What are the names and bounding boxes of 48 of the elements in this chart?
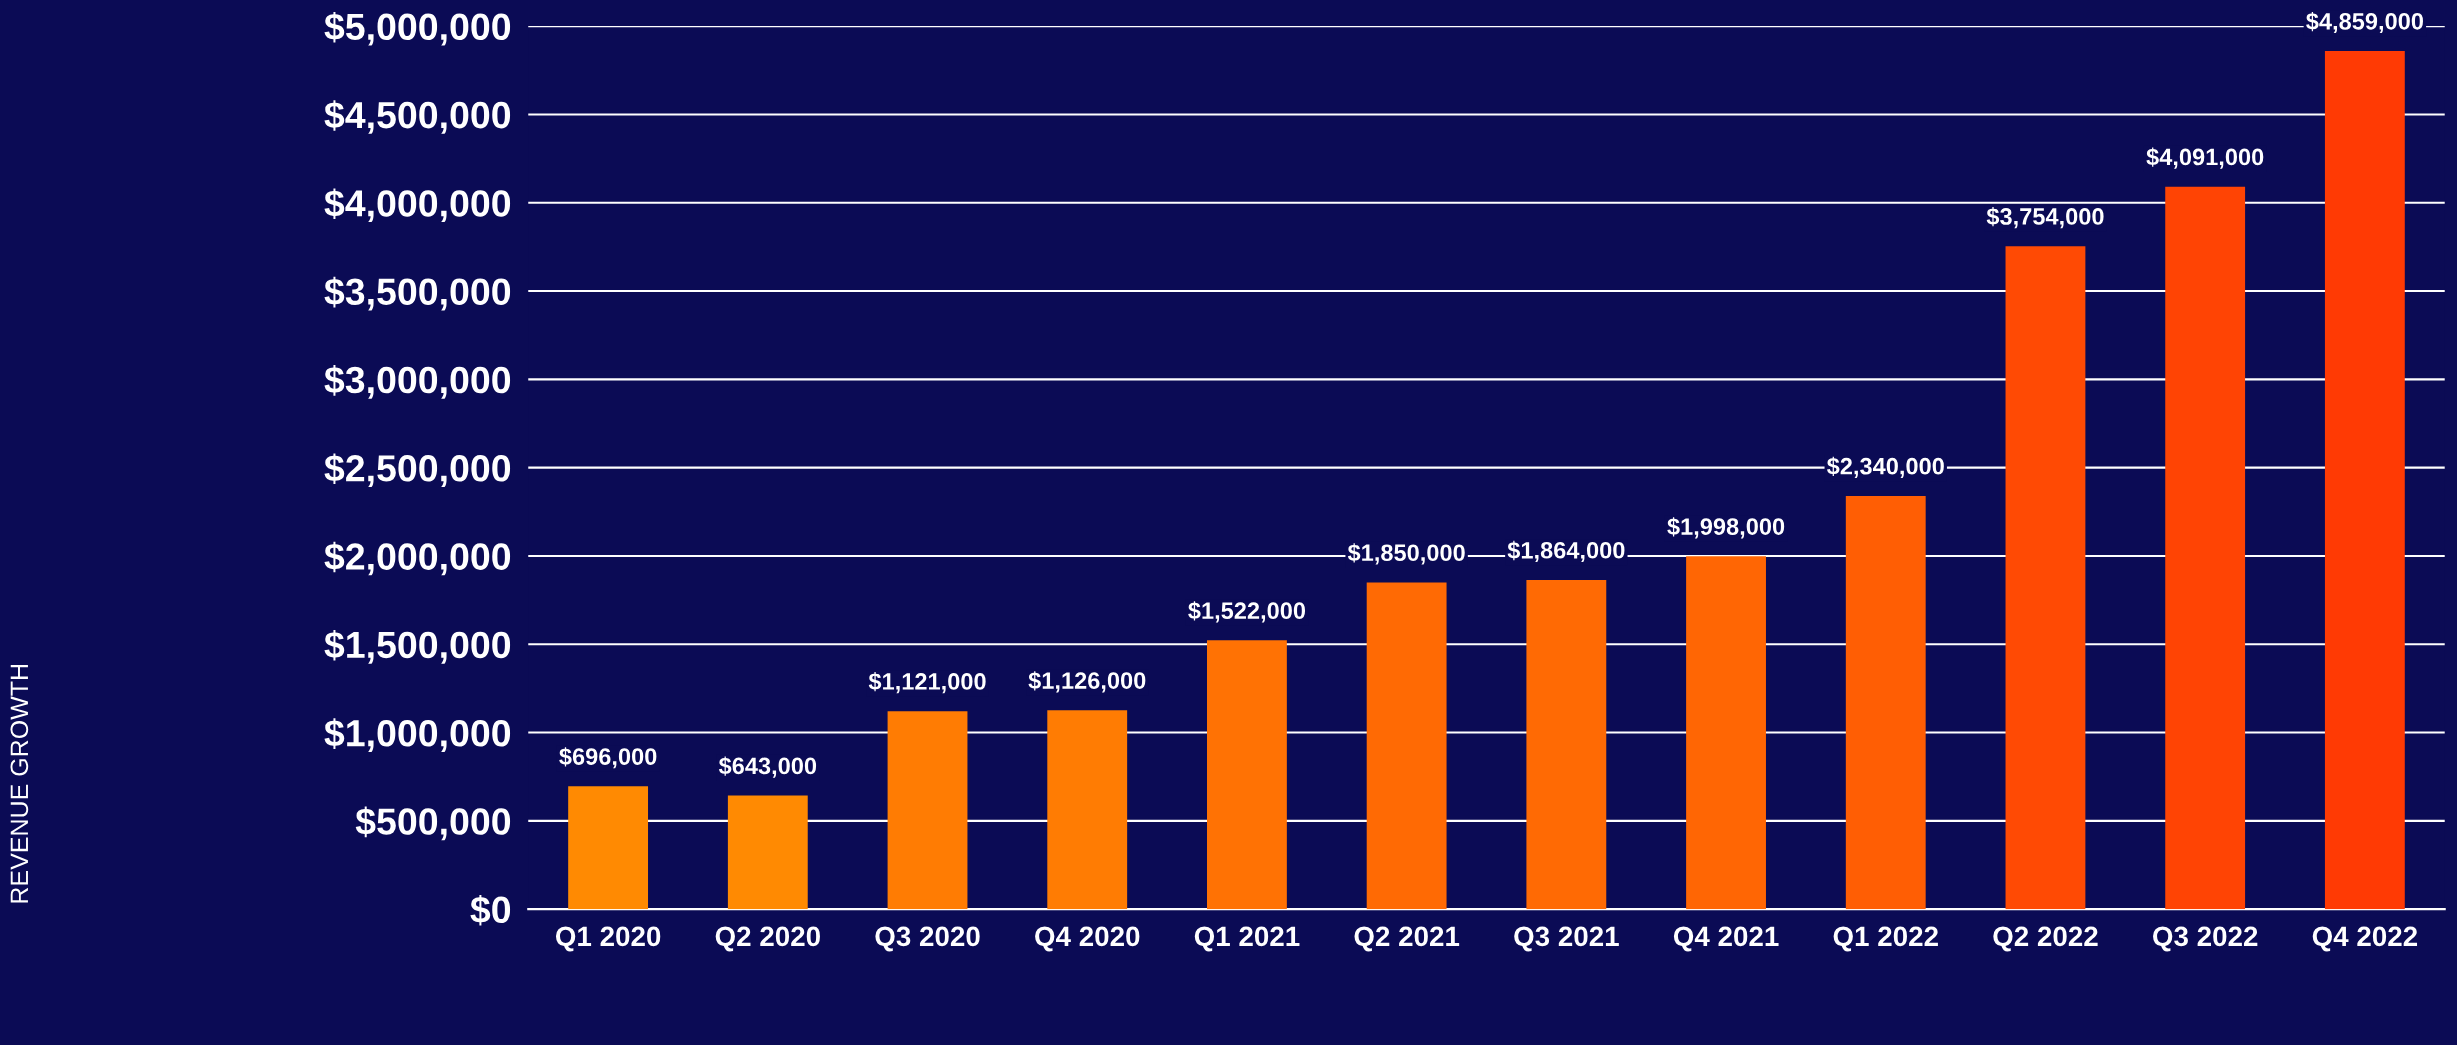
data-label: $2,340,000 — [1826, 456, 1944, 478]
x-tick-label: Q4 2022 — [2312, 926, 2418, 952]
y-tick-label: $500,000 — [355, 806, 511, 841]
bar — [2324, 51, 2405, 910]
y-tick-label: $4,000,000 — [324, 188, 511, 223]
x-tick-label: Q2 2022 — [1993, 926, 2098, 952]
y-tick-label: $2,500,000 — [324, 453, 511, 488]
x-tick-label: Q3 2020 — [875, 926, 980, 952]
x-tick-label: Q4 2020 — [1035, 926, 1140, 952]
data-label: $1,121,000 — [868, 672, 986, 694]
text: REVENUE GROWTH — [10, 664, 29, 903]
x-tick-label: Q4 2021 — [1673, 926, 1779, 952]
data-label: $4,859,000 — [2306, 11, 2423, 34]
data-label: $643,000 — [718, 756, 817, 778]
data-label: $1,522,000 — [1188, 601, 1306, 623]
y-tick-label: $1,000,000 — [324, 718, 511, 752]
data-label: $696,000 — [559, 747, 657, 769]
bar — [1686, 556, 1766, 910]
y-tick-label: $3,500,000 — [324, 276, 511, 311]
y-tick-label: $2,000,000 — [324, 541, 511, 576]
data-label: $1,998,000 — [1667, 517, 1785, 539]
y-tick-label: $3,000,000 — [324, 365, 511, 399]
x-tick-label: Q1 2022 — [1833, 926, 1938, 952]
y-tick-label: $5,000,000 — [324, 11, 511, 46]
bar — [887, 711, 968, 910]
data-label: $4,091,000 — [2146, 147, 2264, 169]
x-tick-label: Q2 2020 — [715, 926, 820, 952]
bar — [727, 795, 808, 910]
x-tick-label: Q2 2021 — [1354, 926, 1460, 952]
data-label: $1,850,000 — [1347, 543, 1465, 565]
bar — [1207, 640, 1287, 910]
y-tick-label: $0 — [470, 894, 511, 926]
bar — [2005, 246, 2086, 910]
y-tick-label: $1,500,000 — [324, 630, 511, 664]
data-label: $3,754,000 — [1986, 207, 2104, 229]
bar — [568, 786, 649, 910]
x-tick-label: Q3 2022 — [2153, 926, 2258, 952]
data-label: $1,864,000 — [1507, 540, 1625, 563]
bar — [1526, 579, 1607, 910]
bar — [1047, 710, 1128, 910]
bar — [1845, 495, 1926, 910]
x-tick-label: Q3 2021 — [1514, 926, 1619, 952]
y-tick-label: $4,500,000 — [324, 100, 511, 134]
bar — [1366, 582, 1447, 910]
data-label: $1,126,000 — [1028, 671, 1146, 693]
x-tick-label: Q1 2021 — [1194, 926, 1300, 952]
x-tick-label: Q1 2020 — [555, 926, 661, 952]
bar — [2165, 186, 2246, 910]
